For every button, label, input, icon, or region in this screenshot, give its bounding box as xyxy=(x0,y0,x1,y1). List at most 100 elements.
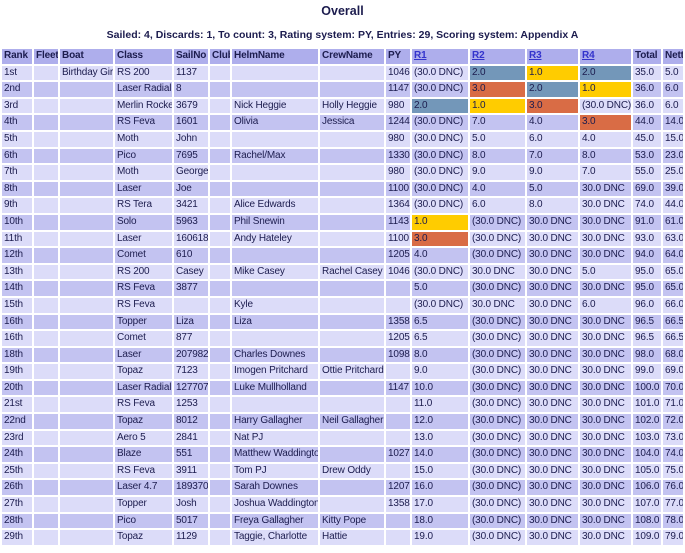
cell-class: RS Feva xyxy=(115,115,172,130)
cell-r1: 17.0 xyxy=(412,497,468,512)
cell-fleet xyxy=(34,82,58,97)
race-link-r3[interactable]: R3 xyxy=(529,50,542,61)
result-row-3rd: 3rd Merlin Rocket 3679 Nick Heggie Holly Heg… xyxy=(2,98,683,114)
cell-club xyxy=(210,115,230,130)
cell-r1: (30.0 DNC) xyxy=(412,82,468,97)
result-row-15th: 15th RS Feva Kyle (30.0 DNC) 30.0 DNC 30.0 DN… xyxy=(2,297,683,313)
cell-total: 102.0 xyxy=(633,414,661,429)
cell-helmname: Freya Gallagher xyxy=(232,513,318,529)
cell-r4: 30.0 DNC xyxy=(580,181,631,197)
cell-r2: 2.0 xyxy=(470,65,525,81)
cell-boat xyxy=(60,148,113,164)
cell-r1: (30.0 DNC) xyxy=(412,65,468,81)
cell-boat xyxy=(60,98,113,114)
cell-nett: 70.0 xyxy=(663,380,683,396)
cell-py xyxy=(386,430,410,446)
cell-boat xyxy=(60,198,113,213)
result-row-25th: 25th RS Feva 3911 Tom PJ Drew Oddy 15.0 (30.0 … xyxy=(2,463,683,479)
cell-r3: 30.0 DNC xyxy=(527,281,578,296)
cell-club xyxy=(210,165,230,180)
cell-r3: 30.0 DNC xyxy=(527,231,578,247)
cell-py: 1100 xyxy=(386,231,410,247)
race-link-r2[interactable]: R2 xyxy=(472,50,485,61)
cell-helmname: Harry Gallagher xyxy=(232,414,318,429)
cell-boat xyxy=(60,281,113,296)
cell-class: Merlin Rocket xyxy=(115,98,172,114)
race-link-r1[interactable]: R1 xyxy=(414,50,427,61)
cell-py xyxy=(386,397,410,413)
cell-r1: (30.0 DNC) xyxy=(412,181,468,197)
cell-py xyxy=(386,281,410,296)
cell-r4: 30.0 DNC xyxy=(580,497,631,512)
cell-sailno: 3911 xyxy=(174,463,208,479)
cell-crewname xyxy=(320,231,384,247)
cell-r2: 4.0 xyxy=(470,181,525,197)
cell-sailno: 3421 xyxy=(174,198,208,213)
cell-py xyxy=(386,414,410,429)
cell-sailno: 1129 xyxy=(174,530,208,545)
cell-helmname: Sarah Downes xyxy=(232,480,318,496)
cell-rank: 9th xyxy=(2,198,32,213)
cell-rank: 14th xyxy=(2,281,32,296)
cell-sailno: 3877 xyxy=(174,281,208,296)
cell-boat: Birthday Girl xyxy=(60,65,113,81)
cell-total: 36.0 xyxy=(633,98,661,114)
cell-r2: (30.0 DNC) xyxy=(470,314,525,330)
cell-crewname xyxy=(320,165,384,180)
cell-boat xyxy=(60,513,113,529)
cell-class: RS Feva xyxy=(115,297,172,313)
cell-total: 74.0 xyxy=(633,198,661,213)
cell-py: 1100 xyxy=(386,181,410,197)
cell-fleet xyxy=(34,414,58,429)
cell-py: 1358 xyxy=(386,497,410,512)
cell-total: 94.0 xyxy=(633,248,661,263)
cell-r4: 30.0 DNC xyxy=(580,513,631,529)
cell-boat xyxy=(60,331,113,346)
cell-sailno: 1253 xyxy=(174,397,208,413)
cell-sailno: 877 xyxy=(174,331,208,346)
cell-r2: 3.0 xyxy=(470,82,525,97)
cell-sailno: 610 xyxy=(174,248,208,263)
cell-r3: 30.0 DNC xyxy=(527,347,578,363)
cell-crewname xyxy=(320,380,384,396)
cell-crewname xyxy=(320,314,384,330)
cell-r2: 30.0 DNC xyxy=(470,297,525,313)
cell-r4: 30.0 DNC xyxy=(580,463,631,479)
cell-rank: 23rd xyxy=(2,430,32,446)
cell-r2: (30.0 DNC) xyxy=(470,364,525,379)
cell-py: 1244 xyxy=(386,115,410,130)
cell-helmname xyxy=(232,131,318,147)
cell-sailno: 189370 xyxy=(174,480,208,496)
cell-boat xyxy=(60,165,113,180)
cell-nett: 6.0 xyxy=(663,82,683,97)
result-row-9th: 9th RS Tera 3421 Alice Edwards 1364 (30.0 DNC… xyxy=(2,198,683,213)
cell-r2: (30.0 DNC) xyxy=(470,248,525,263)
race-link-r4[interactable]: R4 xyxy=(582,50,595,61)
cell-fleet xyxy=(34,331,58,346)
cell-fleet xyxy=(34,165,58,180)
cell-class: Laser 4.7 xyxy=(115,480,172,496)
cell-nett: 78.0 xyxy=(663,513,683,529)
cell-nett: 5.0 xyxy=(663,65,683,81)
cell-r4: 3.0 xyxy=(580,115,631,130)
cell-r3: 30.0 DNC xyxy=(527,447,578,462)
cell-boat xyxy=(60,82,113,97)
cell-helmname xyxy=(232,331,318,346)
cell-fleet xyxy=(34,198,58,213)
cell-class: RS Feva xyxy=(115,281,172,296)
cell-nett: 72.0 xyxy=(663,414,683,429)
cell-r2: (30.0 DNC) xyxy=(470,430,525,446)
cell-r3: 30.0 DNC xyxy=(527,264,578,280)
cell-rank: 25th xyxy=(2,463,32,479)
cell-nett: 66.5 xyxy=(663,314,683,330)
cell-sailno: 8012 xyxy=(174,414,208,429)
cell-total: 100.0 xyxy=(633,380,661,396)
cell-r4: 30.0 DNC xyxy=(580,414,631,429)
cell-sailno: 7123 xyxy=(174,364,208,379)
cell-r4: 30.0 DNC xyxy=(580,397,631,413)
cell-nett: 64.0 xyxy=(663,248,683,263)
result-row-23rd: 23rd Aero 5 2841 Nat PJ 13.0 (30.0 DNC) 30.0 D… xyxy=(2,430,683,446)
cell-rank: 22nd xyxy=(2,414,32,429)
cell-club xyxy=(210,414,230,429)
result-row-18th: 18th Laser 207982 Charles Downes 1098 8.0 (30.… xyxy=(2,347,683,363)
